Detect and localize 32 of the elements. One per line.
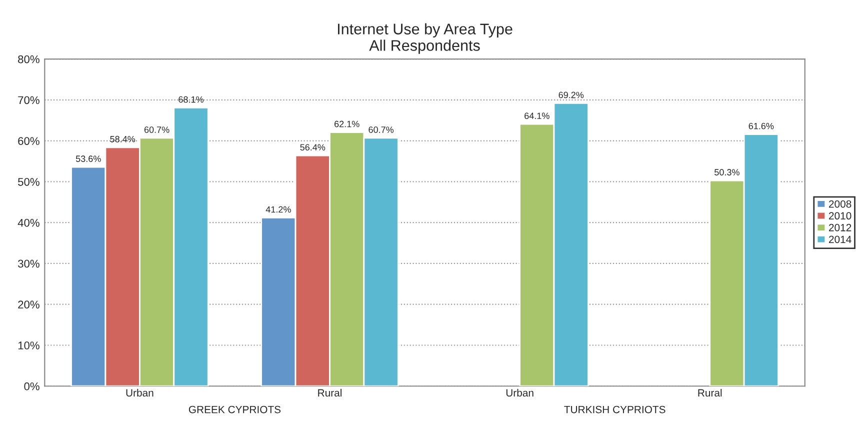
data-label: 58.4% xyxy=(110,136,136,142)
data-label: 61.6% xyxy=(748,122,774,130)
legend-label: 2010 xyxy=(829,212,852,220)
data-label: 41.2% xyxy=(266,206,291,213)
y-tick-label: 40% xyxy=(18,218,40,227)
data-label: 53.6% xyxy=(76,156,101,162)
text: TURKISH CYPRIOTS xyxy=(564,406,666,414)
y-tick-label: 50% xyxy=(18,178,40,186)
data-label: 68.1% xyxy=(178,96,204,103)
chart-title: Internet Use by Area Type All Respondents xyxy=(338,23,512,54)
x-tick-label: Rural xyxy=(698,388,722,397)
x-tick-label: Urban xyxy=(126,388,154,397)
text: GREEK CYPRIOTS xyxy=(188,406,281,414)
y-tick-label: 0% xyxy=(24,382,40,390)
legend-label: 2012 xyxy=(829,224,852,232)
data-label: 56.4% xyxy=(300,144,326,151)
y-tick-label: 60% xyxy=(18,137,40,145)
data-label: 60.7% xyxy=(144,126,170,133)
data-label: 62.1% xyxy=(334,120,360,128)
data-label: 60.7% xyxy=(368,126,394,133)
legend-label: 2014 xyxy=(829,236,852,244)
y-tick-label: 30% xyxy=(18,260,40,268)
data-label: 50.3% xyxy=(714,169,740,176)
y-tick-label: 80% xyxy=(18,55,40,64)
y-tick-label: 20% xyxy=(18,300,40,309)
x-tick-label: Rural xyxy=(318,388,342,397)
x-tick-label: Urban xyxy=(506,388,534,397)
y-tick-label: 70% xyxy=(18,96,40,104)
data-label: 64.1% xyxy=(524,112,550,120)
legend-label: 2008 xyxy=(829,200,852,208)
data-label: 69.2% xyxy=(558,92,584,98)
y-tick-label: 10% xyxy=(18,342,40,350)
